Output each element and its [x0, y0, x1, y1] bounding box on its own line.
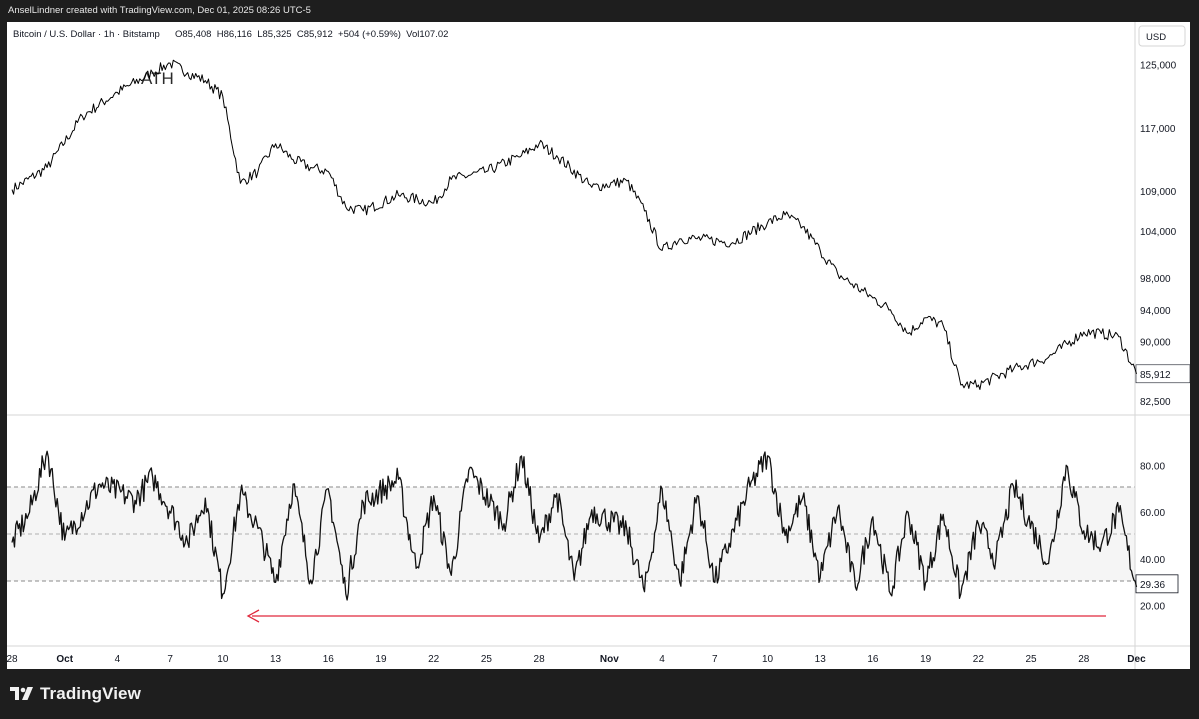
rsi-series-line: [11, 450, 1138, 601]
time-axis-label: 4: [659, 654, 665, 665]
tradingview-logo[interactable]: TradingView: [10, 684, 141, 704]
static-layer: USD Bitcoin / U.S. Dollar · 1h · Bitstam…: [7, 22, 1190, 669]
price-axis-label: 94,000: [1140, 306, 1171, 317]
plot-layer: [11, 59, 1138, 601]
time-axis-label: 7: [712, 654, 718, 665]
price-axis-label: 90,000: [1140, 337, 1171, 348]
time-axis-label: 22: [428, 654, 440, 665]
time-axis-label: 7: [167, 654, 173, 665]
price-axis-label: 117,000: [1140, 124, 1176, 135]
chart-frame: USD Bitcoin / U.S. Dollar · 1h · Bitstam…: [7, 22, 1190, 669]
rsi-axis-label: 40.00: [1140, 555, 1165, 566]
ohlc-readout: O85,408 H86,116 L85,325 C85,912 +504 (+0…: [175, 29, 448, 40]
time-axis-label: Nov: [600, 654, 619, 665]
symbol-title: Bitcoin / U.S. Dollar · 1h · Bitstamp: [13, 29, 160, 40]
time-axis-label: 22: [973, 654, 985, 665]
time-axis-label: 25: [1025, 654, 1037, 665]
time-axis-label: 10: [762, 654, 774, 665]
currency-box[interactable]: [1138, 25, 1186, 47]
price-series-line: [11, 59, 1137, 390]
credit-bar: AnselLindner created with TradingView.co…: [0, 0, 1199, 22]
price-axis-label: 125,000: [1140, 61, 1177, 72]
ath-annotation: ATH: [141, 69, 174, 88]
rsi-axis: 80.00 60.00 40.00 20.00 29.36: [1135, 461, 1179, 613]
time-axis-label: 19: [920, 654, 932, 665]
low-arrow-head: [246, 609, 260, 623]
time-axis-label: 28: [534, 654, 546, 665]
tradingview-mark-icon: [10, 687, 33, 700]
last-price-value: 85,912: [1140, 370, 1171, 381]
time-axis-label: 19: [375, 654, 387, 665]
chart-svg: USD Bitcoin / U.S. Dollar · 1h · Bitstam…: [7, 22, 1190, 669]
price-axis-label: 104,000: [1140, 227, 1177, 238]
time-axis-label: 28: [1078, 654, 1090, 665]
price-axis-label: 109,000: [1140, 187, 1177, 198]
rsi-axis-label: 20.00: [1140, 602, 1165, 613]
credit-text: AnselLindner created with TradingView.co…: [8, 5, 311, 16]
time-axis-label: 13: [815, 654, 827, 665]
time-axis-label: 4: [115, 654, 121, 665]
price-axis-label: 82,500: [1140, 397, 1171, 408]
time-axis-label: 16: [867, 654, 879, 665]
rsi-axis-label: 60.00: [1140, 508, 1165, 519]
tradingview-wordmark: TradingView: [40, 684, 141, 703]
time-axis-label: 10: [217, 654, 229, 665]
time-axis-label: Oct: [56, 654, 73, 665]
price-axis-label: 98,000: [1140, 274, 1171, 285]
time-axis-label: 28: [7, 654, 18, 665]
time-axis-label: Dec: [1127, 654, 1146, 665]
last-rsi-value: 29.36: [1140, 580, 1165, 591]
time-axis: 28 Oct 4 7 10 13 16 19 22 25 28 Nov 4 7 10 13 16 19 22 25 28…: [7, 654, 1146, 665]
time-axis-label: 13: [270, 654, 282, 665]
time-axis-label: 16: [323, 654, 335, 665]
brand-bar: TradingView: [0, 669, 1199, 719]
rsi-axis-label: 80.00: [1140, 461, 1165, 472]
time-axis-label: 25: [481, 654, 493, 665]
currency-label[interactable]: USD: [1146, 32, 1166, 43]
price-axis: 125,000 117,000 109,000 104,000 98,000 94,000…: [1135, 61, 1190, 408]
